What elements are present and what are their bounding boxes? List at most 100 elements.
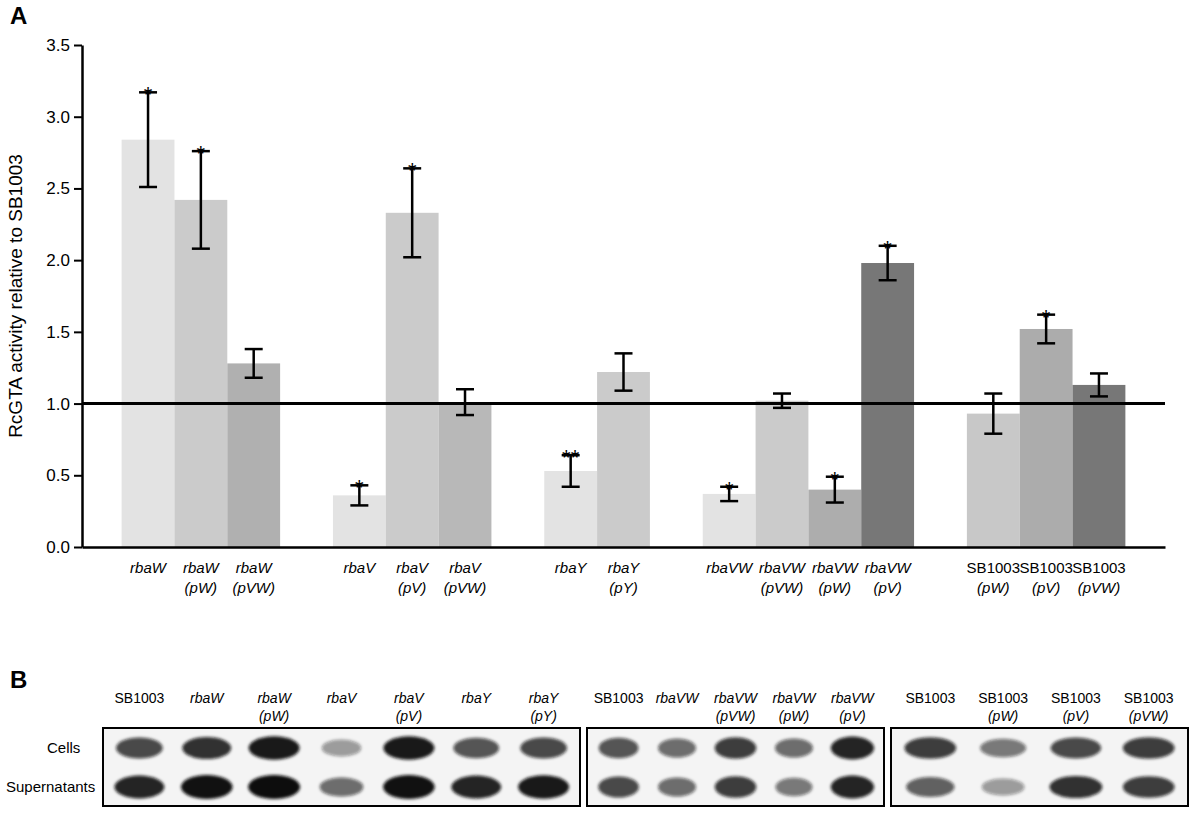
blot-band — [383, 775, 435, 799]
label-line: rbaV — [394, 690, 425, 706]
x-axis: rbaWrbaW(pW)rbaW(pVW)rbaVrbaV(pV)rbaV(pV… — [83, 547, 1166, 596]
label-line: SB1003 — [1124, 690, 1174, 706]
bar — [756, 401, 809, 547]
error-bar — [773, 394, 791, 408]
label-line: rbaVW — [714, 690, 759, 706]
y-axis: 0.00.51.01.52.02.53.03.5 — [46, 36, 82, 557]
label-line: SB1003 — [594, 690, 644, 706]
label-line: rbaY — [529, 690, 560, 706]
reference-line — [82, 402, 1165, 405]
significance: * — [144, 82, 153, 107]
x-tick-label: rbaW — [130, 559, 168, 576]
x-tick-label: SB1003(pVW) — [1072, 559, 1125, 596]
x-tick-label: rbaV(pVW) — [444, 559, 487, 596]
plot-area — [82, 92, 1165, 547]
lane-label: rbaVW (pVW) — [714, 690, 759, 724]
lane-label: rbaVW(pW) — [773, 690, 818, 724]
blot-band — [658, 738, 696, 757]
significance: * — [355, 475, 364, 500]
lane-label: rbaVW(pV) — [831, 690, 876, 724]
blot-band — [904, 737, 956, 759]
x-tick-label: rbaV (pV) — [396, 559, 430, 596]
blot-band — [320, 777, 364, 796]
label-line: (pVW) — [1129, 708, 1169, 724]
x-tick-label: SB1003(pW) — [967, 559, 1020, 596]
significance-labels: ********** — [144, 82, 1051, 501]
y-tick: 0.5 — [46, 466, 82, 485]
x-tick: rbaV (pV) — [396, 547, 430, 596]
bar — [122, 140, 175, 547]
y-tick-label: 2.0 — [46, 251, 70, 270]
error-cap — [139, 186, 157, 189]
x-tick: rbaW — [130, 547, 168, 576]
y-tick: 2.5 — [46, 179, 82, 198]
x-tick-label: rbaVW(pV) — [865, 559, 913, 596]
significance: ** — [562, 445, 580, 470]
x-tick: rbaVW(pW) — [812, 547, 860, 596]
blot-band — [453, 738, 499, 758]
error-cap — [1090, 372, 1108, 375]
label-line: rbaW — [183, 559, 221, 576]
label-line: (pV) — [1032, 579, 1060, 596]
error-cap — [192, 247, 210, 250]
lane-label: SB1003 — [594, 690, 644, 706]
label-line: (pV) — [1063, 708, 1089, 724]
label-line: (pVW) — [1078, 579, 1121, 596]
bar — [703, 494, 756, 547]
bar — [439, 402, 492, 547]
error-cap — [984, 392, 1002, 395]
blot-band — [451, 776, 501, 799]
error-cap — [403, 256, 421, 259]
error-cap — [245, 377, 263, 380]
error-cap — [1037, 342, 1055, 345]
error-cap — [456, 414, 474, 417]
y-axis-title: RcGTA activity relative to SB1003 — [5, 154, 26, 438]
lane-label: rbaW(pW) — [257, 690, 292, 724]
y-tick-mark — [74, 188, 82, 190]
blot-band — [116, 738, 163, 759]
label-line: rbaW — [130, 559, 168, 576]
label-line: rbaVW — [656, 690, 701, 706]
x-tick: rbaV — [344, 547, 378, 576]
label-line: (pV) — [398, 579, 426, 596]
error-stem — [1098, 373, 1101, 396]
significance: * — [1042, 305, 1051, 330]
error-stem — [781, 394, 784, 408]
x-tick: rbaVW(pV) — [865, 547, 913, 596]
error-cap — [456, 388, 474, 391]
label-line: SB1003 — [1051, 690, 1101, 706]
lane-label: SB1003 (pV) — [1051, 690, 1101, 724]
blot-band — [1123, 776, 1175, 798]
y-tick-mark — [74, 260, 82, 262]
error-stem — [622, 353, 625, 390]
blot-band — [114, 776, 164, 799]
x-tick-label: rbaVW(pW) — [812, 559, 860, 596]
error-bar — [615, 353, 633, 390]
blot-band — [181, 775, 233, 799]
blot-band — [249, 736, 300, 759]
lane-label: rbaY(pY) — [529, 690, 560, 724]
label-line: (pVW) — [716, 708, 756, 724]
x-tick: SB1003(pVW) — [1072, 547, 1125, 596]
label-line: (pV) — [396, 708, 422, 724]
y-tick-mark — [74, 116, 82, 118]
blot-band — [715, 737, 757, 759]
blot-band — [775, 738, 813, 757]
blot-band — [182, 737, 231, 759]
blot-panel: SB1003SB1003(pW)SB1003(pV)SB1003(pVW) — [891, 690, 1188, 806]
error-cap — [562, 486, 580, 489]
x-tick: SB1003(pW) — [967, 547, 1020, 596]
y-tick-mark — [74, 547, 82, 549]
y-tick: 2.0 — [46, 251, 82, 270]
y-tick-label: 0.0 — [46, 538, 70, 557]
x-tick-label: SB1003(pV) — [1019, 559, 1072, 596]
panel-label: A — [10, 2, 27, 29]
label-line: rbaV — [396, 559, 430, 576]
label-line: (pVW) — [761, 579, 804, 596]
blot-band — [598, 777, 639, 798]
blot-band — [658, 777, 696, 796]
blot-band — [906, 777, 954, 797]
bar — [597, 372, 650, 547]
label-line: SB1003 — [967, 559, 1020, 576]
label-line: (pY) — [609, 579, 637, 596]
